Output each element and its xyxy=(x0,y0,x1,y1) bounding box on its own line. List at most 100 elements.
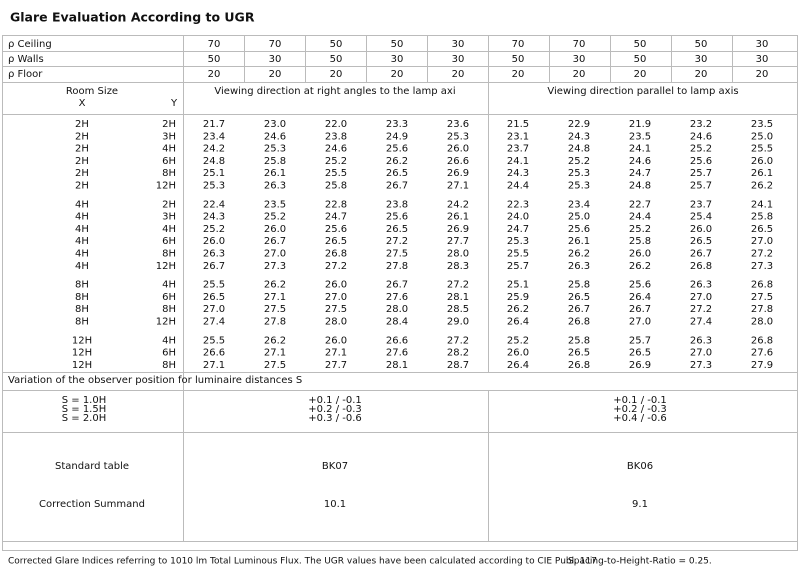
ugr-value: 26.0 xyxy=(507,348,529,359)
ugr-value: 24.6 xyxy=(690,131,712,142)
frame xyxy=(2,35,798,551)
room-x: 8H xyxy=(75,280,89,291)
ugr-value: 27.6 xyxy=(386,292,408,303)
title: Glare Evaluation According to UGR xyxy=(10,10,255,25)
ugr-value: 25.0 xyxy=(568,212,590,223)
room-y: 8H xyxy=(162,249,176,260)
ugr-value: 24.7 xyxy=(629,168,651,179)
room-x: 4H xyxy=(75,261,89,272)
ugr-value: 24.4 xyxy=(507,181,529,192)
ugr-value: 25.2 xyxy=(507,335,529,346)
ugr-value: 26.0 xyxy=(325,280,347,291)
ugr-value: 26.5 xyxy=(386,168,408,179)
reflectance-value: 70 xyxy=(269,39,282,50)
ugr-value: 25.2 xyxy=(264,212,286,223)
ugr-value: 24.7 xyxy=(507,224,529,235)
ugr-value: 24.8 xyxy=(629,181,651,192)
room-y: 2H xyxy=(162,119,176,130)
reflectance-value: 50 xyxy=(208,54,221,65)
ugr-value: 24.3 xyxy=(507,168,529,179)
ugr-value: 26.0 xyxy=(629,249,651,260)
ugr-value: 24.6 xyxy=(629,156,651,167)
variation-title: Variation of the observer position for l… xyxy=(8,375,302,386)
ugr-value: 23.7 xyxy=(690,199,712,210)
reflectance-value: 50 xyxy=(695,39,708,50)
ugr-value: 26.4 xyxy=(507,360,529,371)
reflectance-value: 70 xyxy=(208,39,221,50)
ugr-value: 28.0 xyxy=(386,304,408,315)
ugr-value: 23.6 xyxy=(447,119,469,130)
ugr-value: 26.1 xyxy=(264,168,286,179)
ugr-value: 25.6 xyxy=(386,212,408,223)
ugr-value: 26.5 xyxy=(325,236,347,247)
reflectance-value: 30 xyxy=(269,54,282,65)
ugr-value: 25.6 xyxy=(629,280,651,291)
reflectance-value: 30 xyxy=(452,39,465,50)
ugr-value: 27.0 xyxy=(264,249,286,260)
ugr-value: 22.9 xyxy=(568,119,590,130)
reflectance-value: 20 xyxy=(330,69,343,80)
ugr-value: 25.9 xyxy=(507,292,529,303)
ugr-value: 26.2 xyxy=(629,261,651,272)
ugr-value: 28.0 xyxy=(325,317,347,328)
ugr-value: 27.4 xyxy=(203,317,225,328)
ugr-value: 25.8 xyxy=(568,335,590,346)
ugr-value: 25.2 xyxy=(629,224,651,235)
ugr-value: 28.1 xyxy=(386,360,408,371)
reflectance-value: 50 xyxy=(330,39,343,50)
ugr-value: 26.5 xyxy=(203,292,225,303)
ugr-value: 27.5 xyxy=(264,304,286,315)
ugr-value: 23.8 xyxy=(325,131,347,142)
ugr-value: 27.5 xyxy=(386,249,408,260)
ugr-value: 26.5 xyxy=(568,292,590,303)
ugr-value: 26.5 xyxy=(386,224,408,235)
reflectance-value: 20 xyxy=(391,69,404,80)
reflectance-label: ρ Walls xyxy=(8,54,44,65)
ugr-value: 27.8 xyxy=(264,317,286,328)
ugr-value: 26.5 xyxy=(568,348,590,359)
ugr-value: 25.3 xyxy=(568,181,590,192)
room-x: 12H xyxy=(72,348,92,359)
variation-value: +0.2 / -0.3 xyxy=(308,404,362,415)
ugr-value: 23.5 xyxy=(264,199,286,210)
ugr-value: 25.7 xyxy=(690,168,712,179)
reflectance-value: 20 xyxy=(573,69,586,80)
ugr-value: 26.1 xyxy=(447,212,469,223)
ugr-value: 26.2 xyxy=(386,156,408,167)
ugr-value: 27.0 xyxy=(629,317,651,328)
ugr-value: 27.1 xyxy=(264,292,286,303)
ugr-value: 24.1 xyxy=(507,156,529,167)
ugr-value: 23.5 xyxy=(751,119,773,130)
variation-row: S = 2.0H xyxy=(62,413,107,424)
ugr-value: 25.8 xyxy=(751,212,773,223)
room-y: 8H xyxy=(162,168,176,179)
room-x: 2H xyxy=(75,119,89,130)
ugr-value: 26.6 xyxy=(447,156,469,167)
reflectance-value: 30 xyxy=(756,54,769,65)
ugr-value: 27.3 xyxy=(264,261,286,272)
ugr-value: 23.0 xyxy=(264,119,286,130)
reflectance-value: 20 xyxy=(208,69,221,80)
reflectance-value: 20 xyxy=(269,69,282,80)
room-x: 4H xyxy=(75,224,89,235)
ugr-value: 28.5 xyxy=(447,304,469,315)
ugr-value: 25.2 xyxy=(690,144,712,155)
ugr-value: 24.9 xyxy=(386,131,408,142)
ugr-value: 24.7 xyxy=(325,212,347,223)
ugr-value: 26.5 xyxy=(629,348,651,359)
ugr-value: 26.2 xyxy=(568,249,590,260)
ugr-value: 24.1 xyxy=(751,199,773,210)
room-x: 8H xyxy=(75,292,89,303)
ugr-value: 25.2 xyxy=(203,224,225,235)
ugr-value: 25.2 xyxy=(325,156,347,167)
reflectance-value: 30 xyxy=(573,54,586,65)
room-y: 12H xyxy=(156,317,176,328)
ugr-value: 25.3 xyxy=(447,131,469,142)
ugr-value: 28.4 xyxy=(386,317,408,328)
ugr-value: 26.0 xyxy=(203,236,225,247)
ugr-value: 27.0 xyxy=(325,292,347,303)
ugr-value: 28.2 xyxy=(447,348,469,359)
ugr-value: 27.2 xyxy=(751,249,773,260)
ugr-value: 26.7 xyxy=(386,280,408,291)
room-x: 2H xyxy=(75,131,89,142)
